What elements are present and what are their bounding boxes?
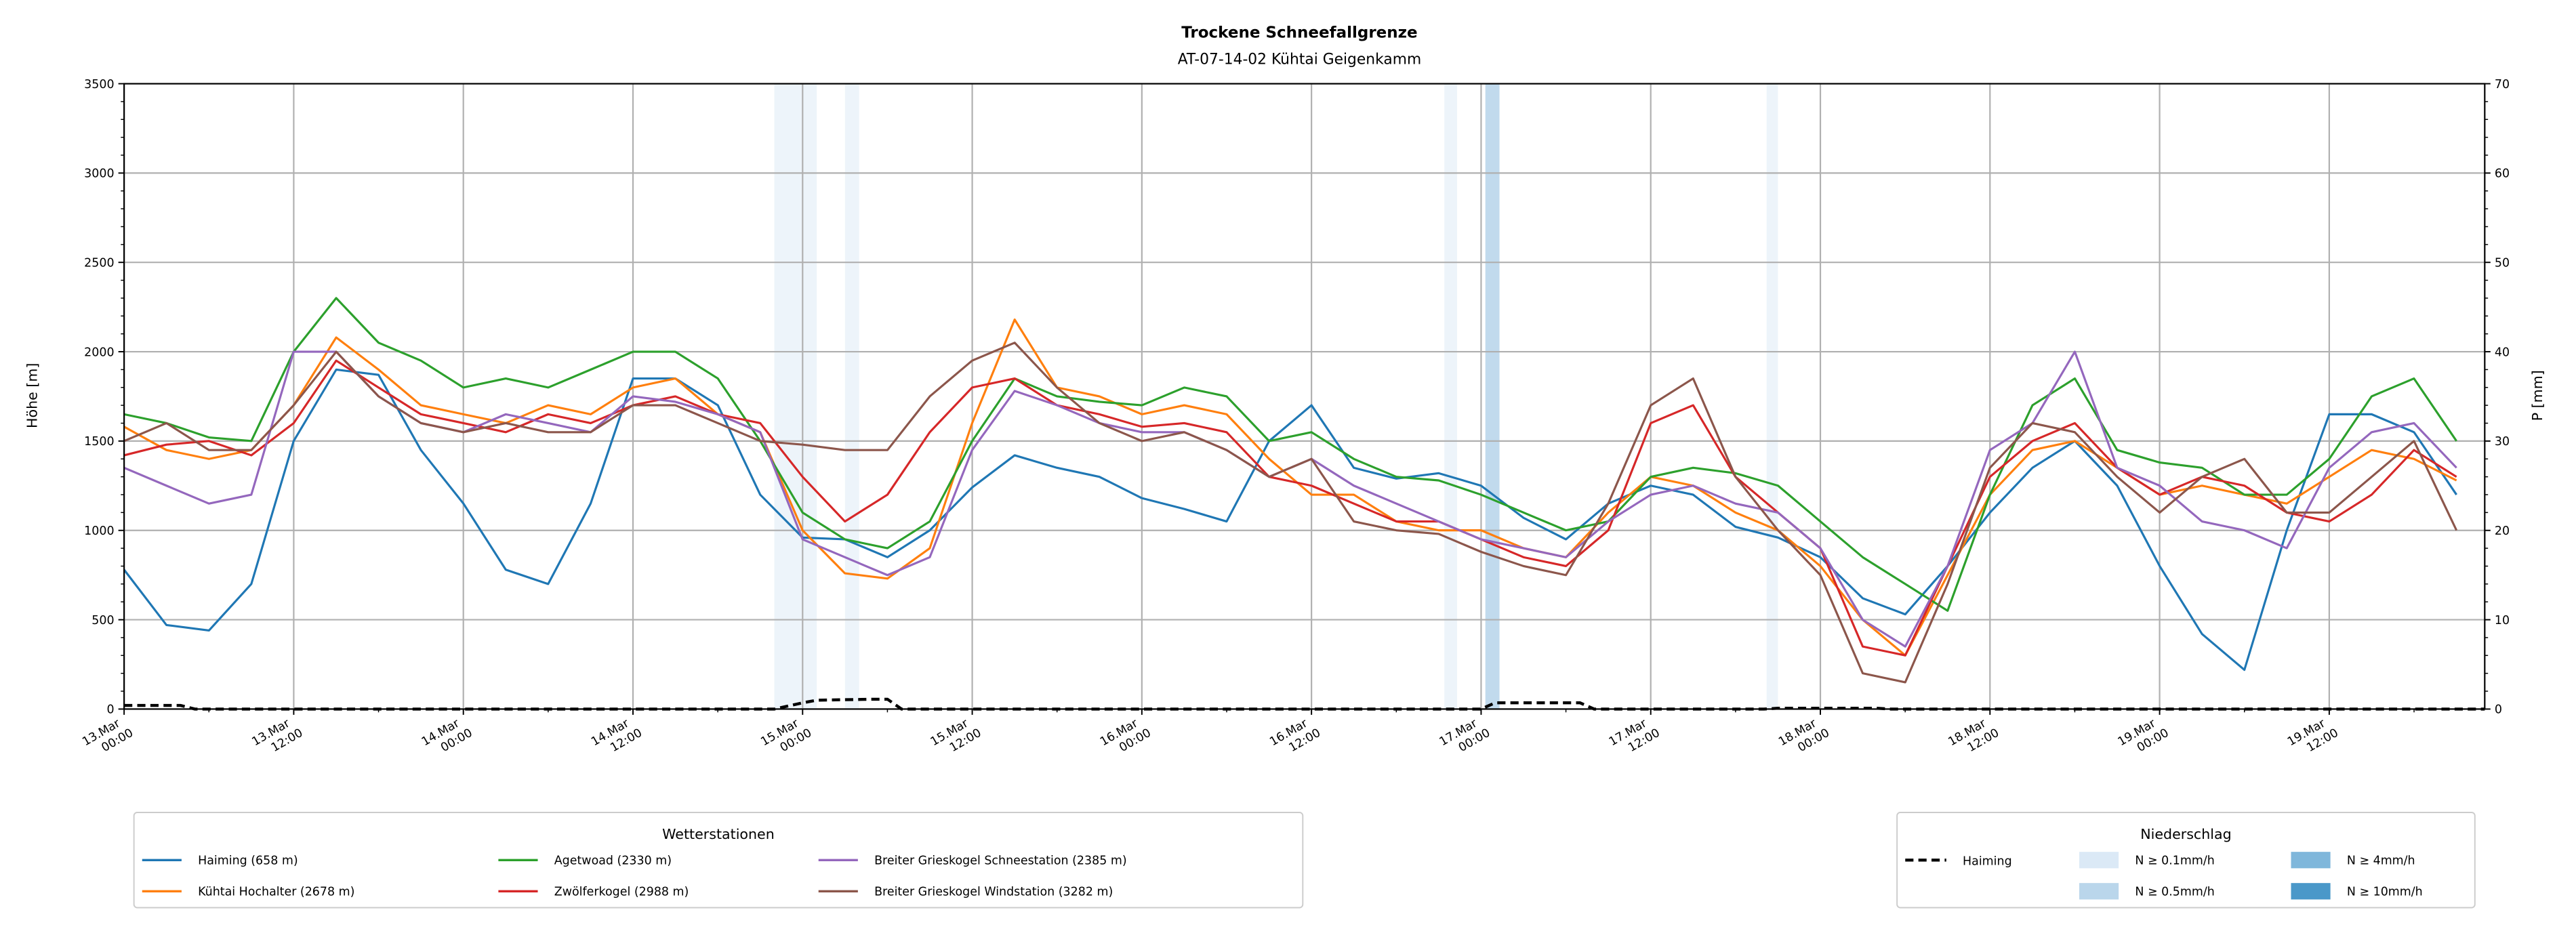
y2-tick-label: 10 (2495, 614, 2510, 627)
series-line-5 (123, 342, 2458, 684)
series-line-3 (123, 359, 2457, 657)
y2-tick-label: 50 (2495, 257, 2510, 270)
legend-stations-title: Wetterstationen (662, 826, 775, 842)
chart-subtitle: AT-07-14-02 Kühtai Geigenkamm (1178, 51, 1421, 68)
y-tick-label: 0 (106, 703, 114, 717)
y-tick-label: 2500 (84, 257, 114, 270)
series-line-1 (123, 318, 2457, 657)
legend-precip-swatch-3 (2291, 883, 2331, 900)
legend-precip-label-1: N ≥ 0.5mm/h (2135, 886, 2214, 899)
chart-title: Trockene Schneefallgrenze (1181, 24, 1417, 42)
precip-band (774, 83, 817, 709)
y-tick-label: 1000 (84, 524, 114, 538)
y-tick-label: 3000 (84, 167, 114, 181)
legend-label-3: Zwölferkogel (2988 m) (554, 886, 689, 899)
legend-precip-label-3: N ≥ 10mm/h (2347, 886, 2423, 899)
y-tick-label: 500 (91, 614, 114, 627)
plot-frame (123, 83, 2486, 710)
legend-label-0: Haiming (658 m) (198, 854, 298, 868)
y2-tick-label: 70 (2495, 78, 2510, 91)
y-axis-label: Höhe [m] (24, 363, 41, 428)
y2-tick-label: 30 (2495, 435, 2510, 449)
y2-tick-label: 0 (2495, 703, 2502, 717)
legend-precip-swatch-1 (2079, 883, 2119, 900)
legend-precip: Niederschlag Haiming N ≥ 0.1mm/h N ≥ 0.5m… (1896, 812, 2476, 909)
series-line-2 (123, 297, 2457, 612)
legend-label-5: Breiter Grieskogel Windstation (3282 m) (874, 886, 1113, 899)
precip-band (1444, 83, 1457, 709)
legend-precip-label-2: N ≥ 4mm/h (2347, 854, 2415, 868)
legend-label-1: Kühtai Hochalter (2678 m) (198, 886, 354, 899)
legend-precip-swatch-2 (2291, 852, 2331, 869)
legend-label-2: Agetwoad (2330 m) (554, 854, 672, 868)
legend-precip-swatch-0 (2079, 852, 2119, 869)
series-line-0 (123, 368, 2457, 672)
y2-tick-label: 20 (2495, 524, 2510, 538)
y-tick-label: 1500 (84, 435, 114, 449)
y-tick-label: 3500 (84, 78, 114, 91)
y2-tick-label: 40 (2495, 346, 2510, 359)
legend-precip-label-0: N ≥ 0.1mm/h (2135, 854, 2214, 868)
y2-tick-label: 60 (2495, 167, 2510, 181)
precip-band (844, 83, 859, 709)
precip-bands (774, 83, 1778, 709)
legend-stations: Wetterstationen Haiming (658 m) Kühtai Ho… (133, 812, 1304, 909)
legend-label-4: Breiter Grieskogel Schneestation (2385 m… (874, 854, 1127, 868)
precip-band (1766, 83, 1778, 709)
y-tick-label: 2000 (84, 346, 114, 359)
y2-axis-label: P [mm] (2529, 370, 2546, 421)
legend-precip-line-label: Haiming (1963, 855, 2012, 869)
precip-band (1485, 83, 1500, 709)
legend-precip-title: Niederschlag (2140, 826, 2231, 842)
